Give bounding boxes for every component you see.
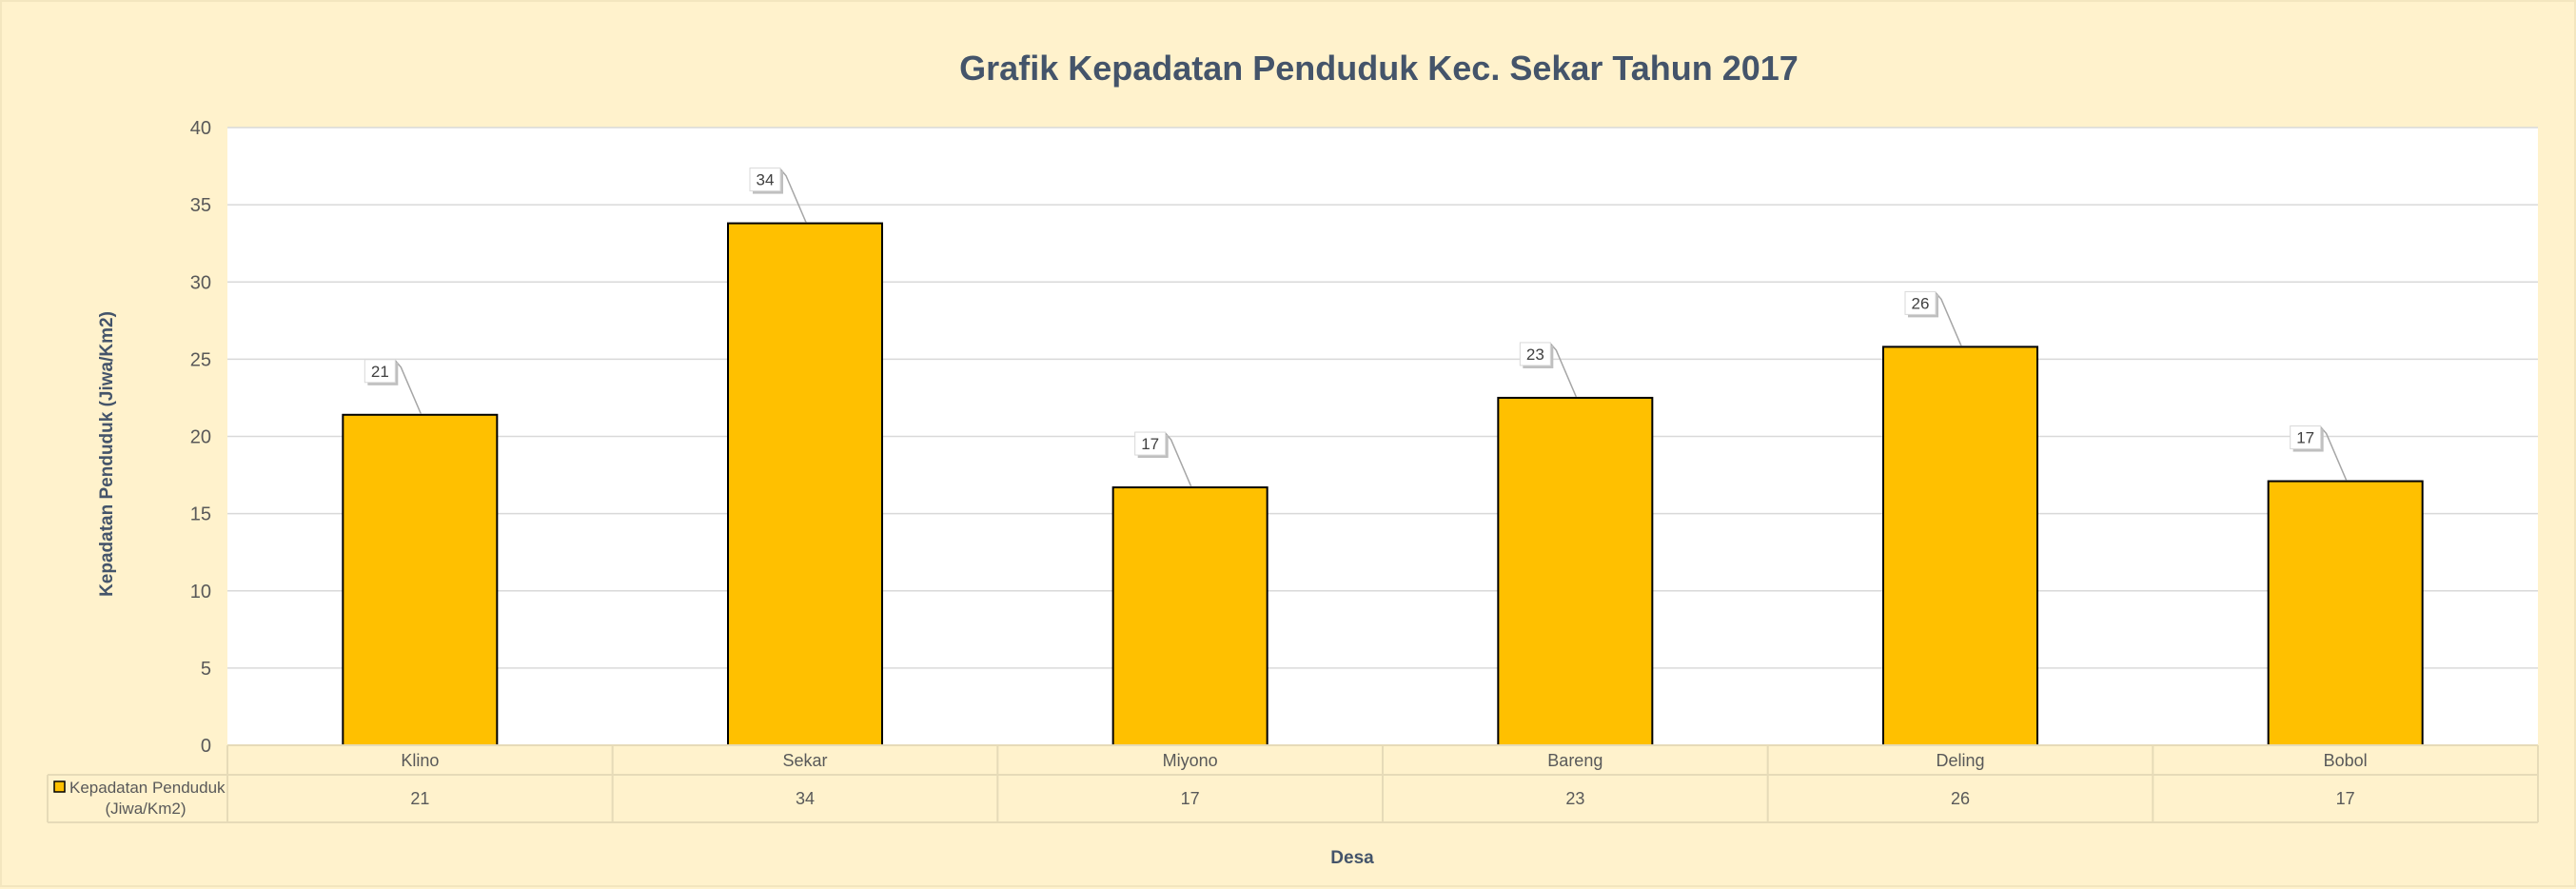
y-tick-label: 35 xyxy=(190,195,211,216)
y-tick-label: 25 xyxy=(190,349,211,370)
category-label: Bobol xyxy=(2324,751,2368,770)
data-label-box xyxy=(749,168,781,192)
data-label-box xyxy=(1519,342,1551,366)
bar xyxy=(1882,346,2038,746)
table-value: 26 xyxy=(1951,789,1970,808)
data-label: 21 xyxy=(371,363,389,381)
bars xyxy=(342,222,2424,747)
y-tick-label: 10 xyxy=(190,582,211,603)
y-tick-label: 20 xyxy=(190,427,211,448)
category-label: Deling xyxy=(1936,751,1984,770)
y-tick-label: 40 xyxy=(190,118,211,139)
data-label-box xyxy=(1904,290,1937,315)
bar xyxy=(2267,480,2424,746)
legend-swatch xyxy=(53,780,66,793)
data-label-box xyxy=(2290,425,2322,450)
x-axis-title: Desa xyxy=(1330,848,1374,868)
bar xyxy=(342,413,499,746)
table-value: 21 xyxy=(410,789,429,808)
data-label-box xyxy=(1134,431,1167,456)
y-axis-title: Kepadatan Penduduk (Jiwa/Km2) xyxy=(97,311,117,597)
chart-title: Grafik Kepadatan Penduduk Kec. Sekar Tah… xyxy=(959,49,1799,88)
category-label: Bareng xyxy=(1547,751,1603,770)
y-tick-label: 5 xyxy=(201,659,211,680)
category-label: Sekar xyxy=(782,751,827,770)
data-label: 34 xyxy=(757,171,775,189)
category-label: Miyono xyxy=(1163,751,1218,770)
table-value: 23 xyxy=(1565,789,1584,808)
category-label: Klino xyxy=(401,751,439,770)
data-table: Klino Sekar Miyono Bareng Deling Bobol 21 34 17 2… xyxy=(47,744,2539,823)
legend-label: (Jiwa/Km2) xyxy=(105,800,186,818)
y-tick-label: 15 xyxy=(190,504,211,525)
data-label: 17 xyxy=(1141,435,1159,453)
bar xyxy=(727,222,883,747)
table-value: 17 xyxy=(2336,789,2355,808)
data-label: 17 xyxy=(2296,429,2314,447)
bar xyxy=(1111,486,1268,746)
table-value: 34 xyxy=(796,789,815,808)
data-labels: 21 34 17 23 26 17 xyxy=(364,168,2348,487)
y-axis-ticks: 0 5 10 15 20 25 30 35 40 xyxy=(190,118,211,757)
data-label: 23 xyxy=(1526,346,1544,364)
table-value: 17 xyxy=(1181,789,1200,808)
data-label-box xyxy=(364,359,396,384)
data-label: 26 xyxy=(1912,294,1930,312)
y-tick-label: 0 xyxy=(201,736,211,757)
y-tick-label: 30 xyxy=(190,272,211,293)
bar xyxy=(1497,396,1654,746)
legend-label: Kepadatan Penduduk xyxy=(69,779,226,797)
